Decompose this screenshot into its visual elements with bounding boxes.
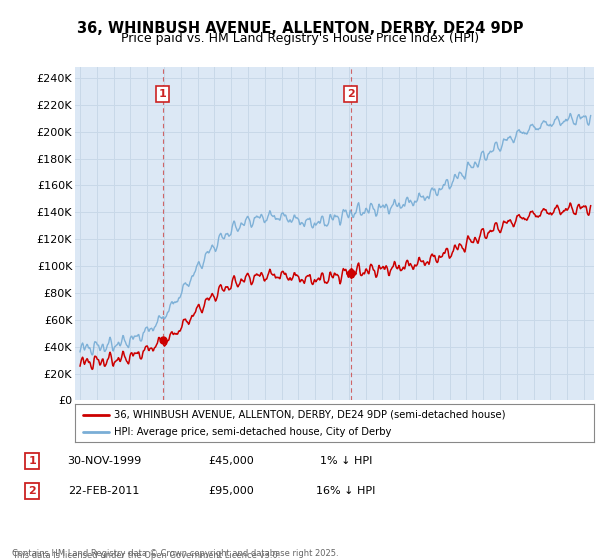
Text: 2: 2 [347,89,355,99]
Text: 1: 1 [159,89,167,99]
Text: 36, WHINBUSH AVENUE, ALLENTON, DERBY, DE24 9DP (semi-detached house): 36, WHINBUSH AVENUE, ALLENTON, DERBY, DE… [114,409,505,419]
Text: 16% ↓ HPI: 16% ↓ HPI [316,486,376,496]
Text: 36, WHINBUSH AVENUE, ALLENTON, DERBY, DE24 9DP: 36, WHINBUSH AVENUE, ALLENTON, DERBY, DE… [77,21,523,36]
Text: 1: 1 [28,456,36,466]
Text: 1% ↓ HPI: 1% ↓ HPI [320,456,372,466]
Text: This data is licensed under the Open Government Licence v3.0.: This data is licensed under the Open Gov… [12,551,280,560]
Text: £95,000: £95,000 [208,486,254,496]
Text: HPI: Average price, semi-detached house, City of Derby: HPI: Average price, semi-detached house,… [114,427,391,437]
Text: £45,000: £45,000 [208,456,254,466]
Text: 2: 2 [28,486,36,496]
Text: 30-NOV-1999: 30-NOV-1999 [67,456,141,466]
Text: 22-FEB-2011: 22-FEB-2011 [68,486,140,496]
Text: Contains HM Land Registry data © Crown copyright and database right 2025.: Contains HM Land Registry data © Crown c… [12,549,338,558]
Text: Price paid vs. HM Land Registry's House Price Index (HPI): Price paid vs. HM Land Registry's House … [121,32,479,45]
